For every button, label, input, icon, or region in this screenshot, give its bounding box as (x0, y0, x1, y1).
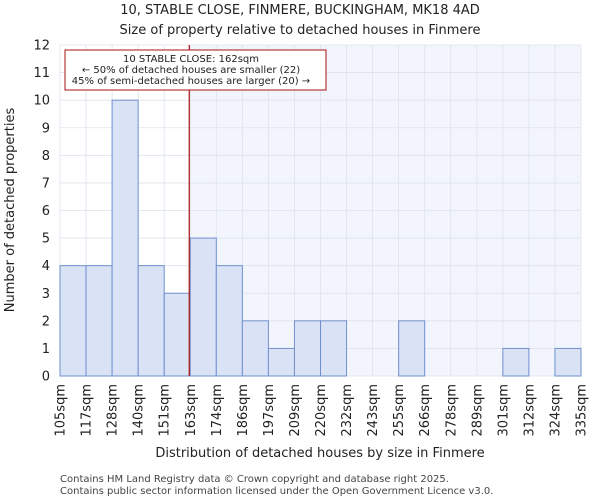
x-tick-label: 186sqm (236, 384, 251, 437)
x-axis-label: Distribution of detached houses by size … (155, 446, 484, 461)
y-tick-label: 5 (42, 232, 50, 247)
bar (320, 320, 348, 377)
annotation-box: 10 STABLE CLOSE: 162sqm ← 50% of detache… (64, 49, 327, 91)
chart-subtitle: Size of property relative to detached ho… (120, 23, 481, 38)
bar (502, 347, 530, 377)
bar (215, 265, 243, 377)
y-tick-label: 12 (33, 39, 50, 54)
bar (137, 265, 165, 377)
y-tick-label: 8 (42, 149, 50, 164)
bar (59, 265, 87, 377)
x-tick-label: 174sqm (210, 384, 225, 437)
y-tick-label: 11 (33, 66, 50, 81)
x-tick-label: 232sqm (340, 384, 355, 437)
y-axis-label: Number of detached properties (3, 108, 18, 313)
x-tick-label: 151sqm (158, 384, 173, 437)
footer-line-1: Contains HM Land Registry data © Crown c… (60, 474, 449, 485)
x-tick-label: 266sqm (418, 384, 433, 437)
x-axis-ticks: 105sqm 117sqm 128sqm 140sqm 151sqm 163sqm 174s… (54, 384, 590, 437)
x-tick-label: 335sqm (575, 384, 590, 437)
x-tick-label: 163sqm (184, 384, 199, 437)
x-tick-label: 243sqm (366, 384, 381, 437)
bar (241, 320, 269, 377)
x-tick-label: 117sqm (80, 384, 95, 437)
y-tick-label: 10 (33, 94, 50, 109)
bar (554, 347, 582, 377)
x-tick-label: 128sqm (106, 384, 121, 437)
annotation-line-3: 45% of semi-detached houses are larger (… (72, 76, 310, 87)
x-tick-label: 209sqm (288, 384, 303, 437)
x-tick-label: 324sqm (548, 384, 563, 437)
bars (59, 99, 582, 377)
x-tick-label: 289sqm (470, 384, 485, 437)
y-tick-label: 7 (42, 176, 50, 191)
x-tick-label: 255sqm (392, 384, 407, 437)
x-tick-label: 140sqm (132, 384, 147, 437)
annotation-border (64, 49, 327, 91)
y-tick-label: 9 (42, 121, 50, 136)
x-tick-label: 278sqm (444, 384, 459, 437)
y-tick-label: 3 (42, 287, 50, 302)
bar (111, 99, 139, 377)
footer-line-2: Contains public sector information licen… (60, 486, 493, 497)
y-tick-label: 1 (42, 342, 50, 357)
bar (293, 320, 322, 377)
x-tick-label: 197sqm (262, 384, 277, 437)
chart-title: 10, STABLE CLOSE, FINMERE, BUCKINGHAM, M… (120, 3, 480, 18)
annotation-line-1: 10 STABLE CLOSE: 162sqm (123, 54, 259, 65)
y-tick-label: 6 (42, 204, 50, 219)
x-tick-label: 301sqm (496, 384, 511, 437)
bar (85, 265, 113, 377)
bar (189, 237, 217, 377)
x-tick-label: 220sqm (314, 384, 329, 437)
bar (267, 347, 295, 377)
y-tick-label: 2 (42, 314, 50, 329)
y-tick-label: 4 (42, 259, 50, 274)
y-tick-label: 0 (42, 370, 50, 385)
annotation-line-2: ← 50% of detached houses are smaller (22… (82, 65, 300, 76)
x-tick-label: 312sqm (522, 384, 537, 437)
bar (398, 320, 426, 377)
x-tick-label: 105sqm (54, 384, 69, 437)
bar (163, 292, 191, 377)
